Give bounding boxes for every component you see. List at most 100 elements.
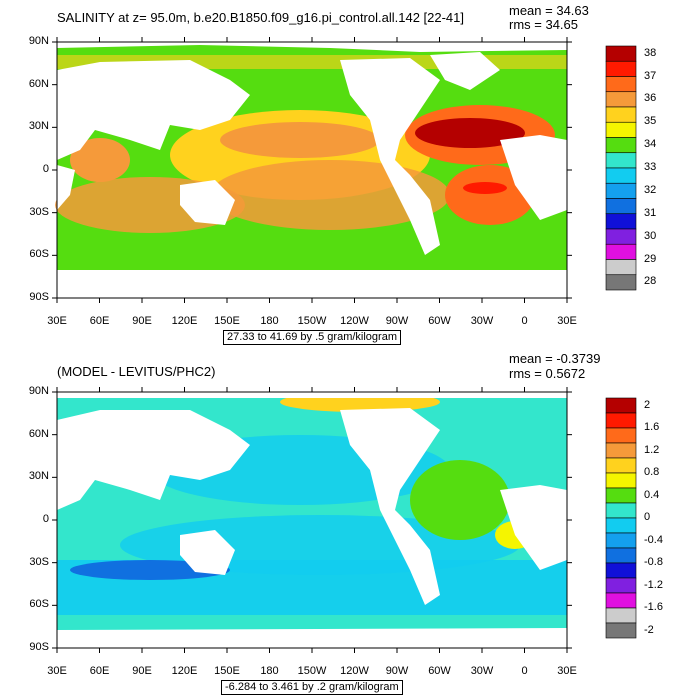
- bottom-colorbar-label: -1.2: [644, 578, 663, 591]
- bottom-colorbar-label: -2: [644, 623, 654, 636]
- bottom-lat-label: 30N: [28, 470, 49, 483]
- top-mean-stat: mean = 34.63: [509, 3, 589, 18]
- bottom-colorbar-label: -0.8: [644, 556, 663, 568]
- top-lat-label: 60N: [28, 77, 49, 90]
- top-colorbar-swatch: [605, 60, 637, 77]
- bottom-colorbar-swatch: [605, 397, 637, 414]
- bottom-colorbar-label: 1.6: [644, 421, 660, 433]
- bottom-colorbar-label: -0.4: [644, 533, 663, 546]
- top-colorbar-swatch: [605, 137, 637, 154]
- top-colorbar-label: 33: [644, 161, 657, 173]
- bottom-lon-label: 60E: [89, 665, 110, 677]
- top-colorbar-swatch: [605, 198, 637, 215]
- top-colorbar-swatch: [605, 182, 637, 199]
- top-colorbar-label: 30: [644, 229, 657, 242]
- bottom-lon-label: 30E: [47, 665, 67, 677]
- top-map: [52, 37, 572, 303]
- bottom-colorbar-swatch: [605, 547, 637, 564]
- top-colorbar-swatch: [605, 91, 637, 108]
- top-lon-label: 30W: [470, 315, 494, 327]
- top-colorbar-label: 32: [644, 183, 657, 196]
- bottom-colorbar-swatch: [605, 502, 637, 519]
- top-colorbar-label: 37: [644, 69, 657, 82]
- bottom-colorbar-label: 0: [644, 511, 651, 523]
- bottom-colorbar-label: 0.4: [644, 488, 660, 501]
- top-colorbar-swatch: [605, 259, 637, 276]
- top-colorbar-swatch: [605, 76, 637, 93]
- top-lon-label: 150W: [297, 315, 327, 327]
- top-colorbar-swatch: [605, 167, 637, 184]
- bottom-lat-label: 60N: [28, 427, 49, 440]
- bottom-colorbar: [605, 397, 637, 639]
- bottom-colorbar-label: 0.8: [644, 466, 660, 478]
- bottom-colorbar-swatch: [605, 622, 637, 639]
- top-lat-label: 0: [42, 163, 49, 175]
- bottom-lon-label: 60W: [428, 665, 451, 677]
- top-colorbar-label: 31: [644, 206, 657, 219]
- bottom-colorbar-label: -1.6: [644, 601, 663, 613]
- bottom-lon-label: 150E: [214, 665, 240, 677]
- top-lon-label: 30E: [47, 315, 67, 327]
- bottom-colorbar-swatch: [605, 442, 637, 459]
- bottom-range-note: -6.284 to 3.461 by .2 gram/kilogram: [221, 680, 403, 695]
- top-colorbar-label: 36: [644, 92, 657, 105]
- bottom-lat-label: 90S: [29, 641, 49, 653]
- bottom-colorbar-swatch: [605, 577, 637, 594]
- bottom-lon-label: 90E: [132, 665, 152, 677]
- bottom-lon-label: 90W: [385, 665, 409, 677]
- top-lat-label: 30N: [28, 120, 49, 133]
- bottom-colorbar-swatch: [605, 607, 637, 624]
- bottom-colorbar-swatch: [605, 412, 637, 429]
- top-lon-label: 150E: [214, 315, 240, 327]
- top-lon-label: 0: [521, 315, 528, 327]
- top-lat-label: 90N: [28, 35, 49, 47]
- bottom-colorbar-swatch: [605, 487, 637, 504]
- top-colorbar-swatch: [605, 213, 637, 230]
- bottom-lat-label: 60S: [29, 598, 49, 611]
- top-colorbar-swatch: [605, 45, 637, 62]
- top-lon-label: 60W: [428, 315, 451, 327]
- top-lon-label: 90E: [132, 315, 152, 327]
- top-colorbar-swatch: [605, 243, 637, 260]
- top-lon-label: 60E: [89, 315, 110, 327]
- top-colorbar-label: 38: [644, 46, 657, 59]
- top-colorbar-swatch: [605, 228, 637, 245]
- bottom-colorbar-swatch: [605, 427, 637, 444]
- top-rms-stat: rms = 34.65: [509, 17, 579, 32]
- bottom-lon-label: 0: [521, 665, 528, 677]
- bottom-lon-label: 30W: [470, 665, 494, 677]
- top-colorbar-swatch: [605, 274, 637, 291]
- bottom-lon-label: 120E: [171, 665, 198, 677]
- top-lat-label: 30S: [29, 205, 49, 218]
- bottom-lon-label: 120W: [340, 665, 369, 677]
- bottom-lon-label: 150W: [297, 665, 327, 677]
- top-lat-label: 90S: [29, 291, 49, 303]
- top-colorbar-label: 29: [644, 252, 657, 265]
- bottom-colorbar-swatch: [605, 472, 637, 489]
- top-range-note: 27.33 to 41.69 by .5 gram/kilogram: [223, 330, 401, 345]
- top-map-title: SALINITY at z= 95.0m, b.e20.B1850.f09_g1…: [57, 10, 465, 25]
- top-lon-label: 180: [260, 315, 279, 327]
- top-colorbar-swatch: [605, 152, 637, 169]
- bottom-rms-stat: rms = 0.5672: [509, 366, 586, 381]
- bottom-lat-label: 90N: [28, 385, 49, 397]
- top-colorbar-swatch: [605, 121, 637, 138]
- bottom-lon-label: 30E: [557, 665, 577, 677]
- top-lat-label: 60S: [29, 248, 49, 261]
- top-lon-label: 120W: [340, 315, 369, 327]
- top-colorbar-label: 35: [644, 115, 657, 128]
- bottom-colorbar-swatch: [605, 562, 637, 579]
- bottom-colorbar-swatch: [605, 517, 637, 534]
- top-colorbar-label: 34: [644, 138, 657, 151]
- bottom-colorbar-swatch: [605, 532, 637, 549]
- bottom-colorbar-label: 1.2: [644, 443, 660, 456]
- bottom-lon-label: 180: [260, 665, 279, 677]
- bottom-lat-label: 0: [42, 513, 49, 525]
- top-lon-label: 30E: [557, 315, 577, 327]
- top-lon-label: 90W: [385, 315, 409, 327]
- bottom-colorbar-label: 2: [644, 398, 651, 411]
- bottom-map-title: (MODEL - LEVITUS/PHC2): [57, 364, 216, 379]
- top-colorbar-swatch: [605, 106, 637, 123]
- top-lon-label: 120E: [171, 315, 198, 327]
